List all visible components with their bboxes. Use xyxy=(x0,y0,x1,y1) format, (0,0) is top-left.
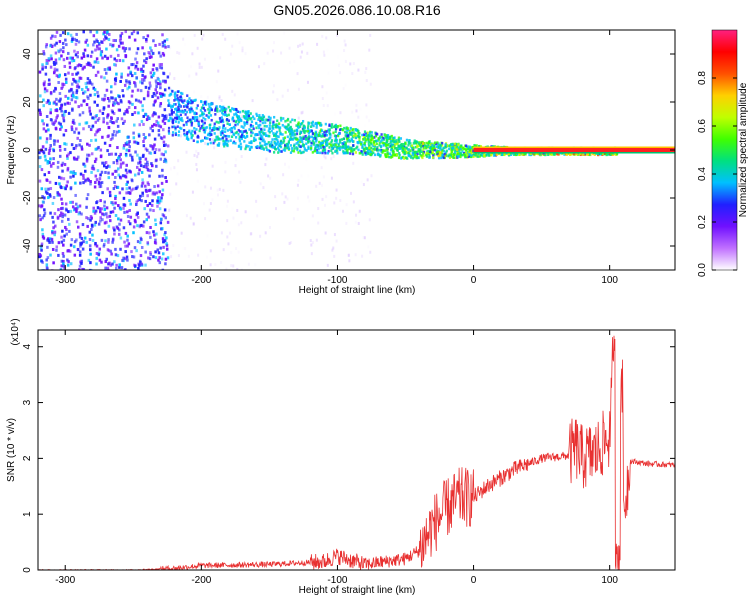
y-tick-label: 20 xyxy=(22,96,33,108)
y-tick-label: 1 xyxy=(22,511,33,517)
snr-plot-area xyxy=(38,335,675,570)
colorbar-ticks: 0.0 0.2 0.4 0.6 0.8 xyxy=(697,71,737,277)
snr-frame xyxy=(37,329,676,571)
colorbar-tick-label: 0.0 xyxy=(697,263,708,277)
x-tick-label: -200 xyxy=(191,575,211,586)
snr-panel: -300 -200 -100 0 100 0 1 2 3 4 Height of straight… xyxy=(6,318,676,596)
colorbar-tick-label: 0.2 xyxy=(697,215,708,229)
x-tick-label: -300 xyxy=(55,575,75,586)
colorbar-tick-label: 0.4 xyxy=(697,167,708,181)
colorbar-gradient xyxy=(711,29,738,271)
x-tick-label: -200 xyxy=(191,275,211,286)
y-tick-label: 0 xyxy=(22,147,33,153)
y-tick-label: -40 xyxy=(22,238,33,253)
snr-scale-note: (x10⁴) xyxy=(10,318,21,345)
x-tick-label: 0 xyxy=(471,575,477,586)
y-tick-label: 3 xyxy=(22,399,33,405)
colorbar-label: Normalized spectral amplitude xyxy=(738,82,749,217)
x-tick-label: 100 xyxy=(601,575,618,586)
colorbar: 0.0 0.2 0.4 0.6 0.8 Normalized spectral ampl… xyxy=(697,29,749,277)
x-tick-label: -100 xyxy=(327,575,347,586)
snr-series-line xyxy=(38,335,675,570)
colorbar-tick-label: 0.6 xyxy=(697,119,708,133)
snr-ylabel: SNR (10 * v/v) xyxy=(6,418,17,482)
spectrogram-ylabel: Frequency (Hz) xyxy=(6,116,17,185)
x-tick-label: -300 xyxy=(55,275,75,286)
snr-xlabel: Height of straight line (km) xyxy=(299,585,416,596)
x-tick-label: 0 xyxy=(471,275,477,286)
colorbar-tick-label: 0.8 xyxy=(697,71,708,85)
x-tick-label: -100 xyxy=(327,275,347,286)
spectrogram-heatmap xyxy=(38,30,675,270)
figure-title: GN05.2026.086.10.08.R16 xyxy=(273,2,441,18)
spectrogram-xlabel: Height of straight line (km) xyxy=(299,285,416,296)
x-tick-label: 100 xyxy=(601,275,618,286)
y-tick-label: 4 xyxy=(22,344,33,350)
y-tick-label: 0 xyxy=(22,567,33,573)
y-tick-label: 2 xyxy=(22,455,33,461)
snr-ticks: -300 -200 -100 0 100 0 1 2 3 4 xyxy=(22,330,675,586)
y-tick-label: -20 xyxy=(22,190,33,205)
y-tick-label: 40 xyxy=(22,48,33,60)
